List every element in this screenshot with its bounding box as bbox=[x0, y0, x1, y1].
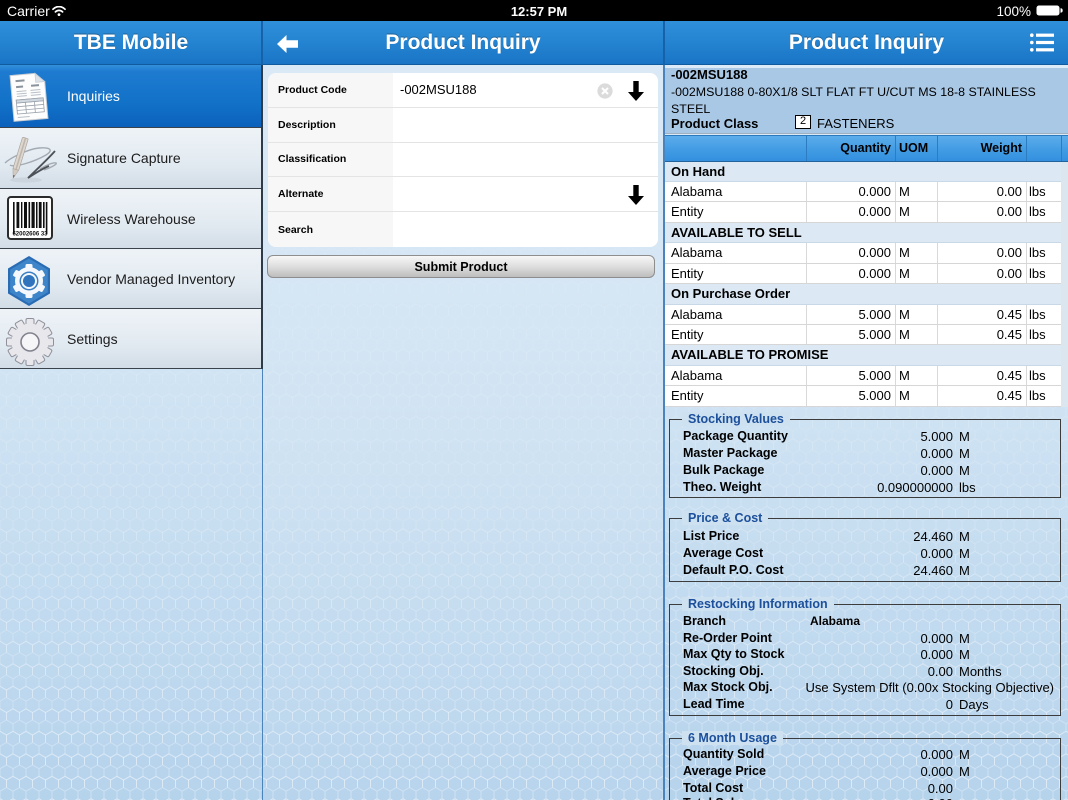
svg-text:62002606 33: 62002606 33 bbox=[12, 232, 48, 238]
